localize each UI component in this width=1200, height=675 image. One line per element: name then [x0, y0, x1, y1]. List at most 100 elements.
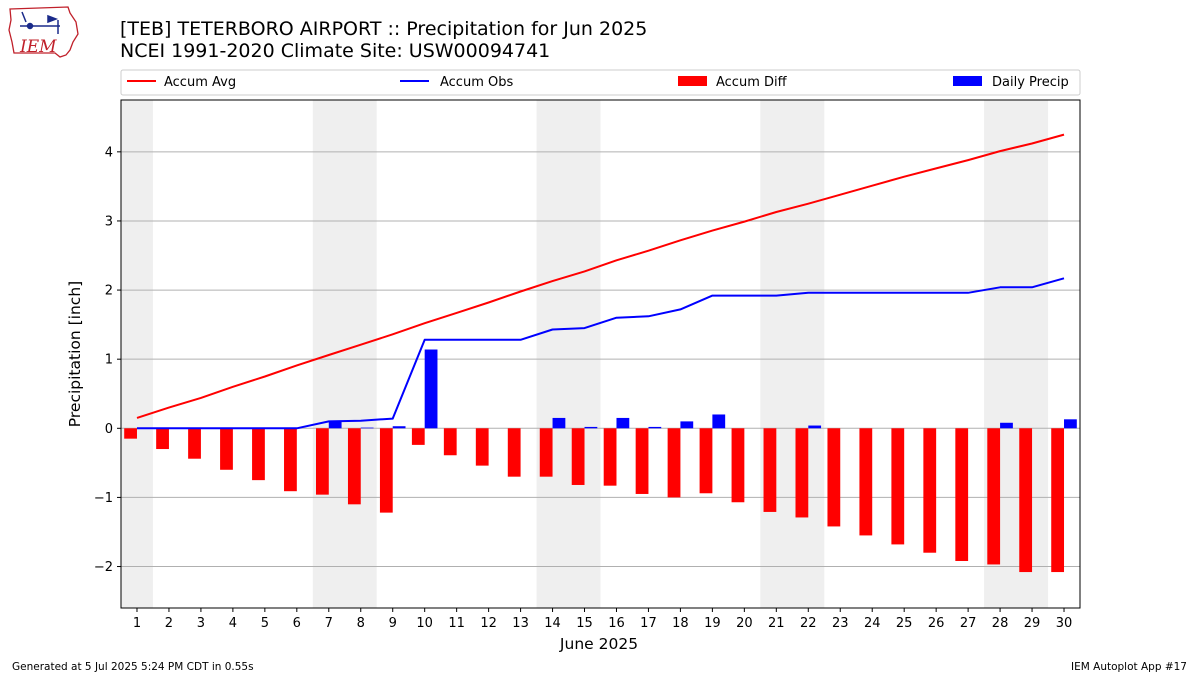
accum-diff-bar [347, 428, 361, 505]
daily-precip-bar [392, 426, 406, 429]
y-tick-label: −2 [94, 560, 113, 575]
daily-precip-bar [328, 421, 342, 429]
y-tick-label: 4 [105, 145, 113, 160]
legend-item-daily-precip: Daily Precip [953, 75, 1069, 90]
daily-precip-bar [1064, 419, 1077, 429]
x-tick-label: 29 [1024, 616, 1041, 631]
x-tick-label: 13 [512, 616, 529, 631]
y-tick-label: 3 [105, 214, 113, 229]
chart-title: [TEB] TETERBORO AIRPORT :: Precipitation… [120, 18, 647, 40]
weekend-band [312, 100, 377, 608]
accum-diff-bar [156, 428, 169, 450]
legend-item-accum-avg: Accum Avg [127, 75, 236, 90]
accum-diff-bar [411, 428, 425, 445]
x-tick-label: 21 [768, 616, 785, 631]
weather-instruments-icon [20, 11, 60, 34]
legend-item-accum-diff: Accum Diff [678, 75, 788, 90]
accum-diff-bar [987, 428, 1001, 565]
weekend-band [536, 100, 601, 608]
x-tick-label: 20 [736, 616, 753, 631]
x-axis-label: June 2025 [559, 635, 638, 653]
x-tick-label: 18 [672, 616, 689, 631]
accum-diff-bar [667, 428, 681, 498]
accum-diff-bar [955, 428, 969, 562]
y-axis-label: Precipitation [inch] [66, 281, 84, 427]
x-tick-label: 6 [293, 616, 301, 631]
x-tick-label: 2 [165, 616, 173, 631]
footer-app-text: IEM Autoplot App #17 [1071, 661, 1187, 673]
accum-diff-bar [1051, 428, 1065, 573]
x-tick-label: 5 [261, 616, 269, 631]
accum-diff-bar [1019, 428, 1033, 573]
x-tick-label: 12 [480, 616, 497, 631]
y-tick-label: 1 [105, 353, 113, 368]
x-tick-label: 22 [800, 616, 817, 631]
accum-diff-bar [795, 428, 809, 518]
x-tick-label: 14 [544, 616, 561, 631]
accum-diff-bar [763, 428, 777, 512]
daily-precip-bar [712, 414, 726, 429]
accum-diff-bar [539, 428, 553, 477]
daily-precip-bar [360, 427, 374, 429]
accum-diff-bar [124, 428, 137, 439]
legend: Accum Avg Accum Obs Accum Diff Daily Pre… [120, 69, 1081, 96]
logo-text: IEM [19, 37, 57, 57]
footer-generated-text: Generated at 5 Jul 2025 5:24 PM CDT in 0… [12, 661, 254, 673]
accum-diff-bar [443, 428, 457, 456]
weekend-band [760, 100, 825, 608]
x-tick-label: 15 [576, 616, 593, 631]
accum-diff-bars [124, 428, 1065, 573]
x-tick-label: 8 [357, 616, 365, 631]
accum-diff-bar [635, 428, 649, 494]
x-tick-label: 25 [896, 616, 913, 631]
accum-diff-bar [923, 428, 937, 553]
x-tick-label: 28 [992, 616, 1009, 631]
y-tick-label: −1 [94, 491, 113, 506]
daily-precip-bar [1000, 422, 1013, 429]
accum-diff-bar [731, 428, 745, 503]
daily-precip-bar [584, 426, 598, 429]
chart-subtitle: NCEI 1991-2020 Climate Site: USW00094741 [120, 40, 550, 62]
accum-diff-bar [859, 428, 873, 536]
x-tick-label: 11 [448, 616, 465, 631]
x-tick-label: 23 [832, 616, 849, 631]
legend-item-accum-obs: Accum Obs [400, 75, 513, 90]
accum-lines [136, 133, 1065, 430]
legend-label-accum-diff: Accum Diff [716, 75, 788, 90]
accum-diff-bar [475, 428, 489, 466]
accum-diff-bar [188, 428, 201, 459]
accum-diff-bar [379, 428, 393, 513]
accum-diff-bar [315, 428, 329, 495]
accum-diff-bar [284, 428, 297, 492]
x-tick-label: 1 [133, 616, 141, 631]
y-tick-label: 0 [105, 422, 113, 437]
x-tick-label: 26 [928, 616, 945, 631]
daily-precip-bar [552, 417, 566, 429]
x-tick-label: 19 [704, 616, 721, 631]
x-tick-label: 17 [640, 616, 657, 631]
weekend-shading [121, 100, 1049, 608]
y-axis: −2 −1 0 1 2 3 4 [94, 145, 121, 575]
iowa-state-outline-icon [8, 6, 79, 58]
accum-diff-bar [827, 428, 841, 527]
accum-diff-bar [220, 428, 233, 470]
weekend-band [121, 100, 153, 608]
daily-precip-bar [424, 349, 438, 429]
daily-precip-bars [328, 349, 1077, 429]
plot-frame [120, 99, 1081, 609]
x-tick-label: 27 [960, 616, 977, 631]
legend-label-accum-avg: Accum Avg [164, 75, 236, 90]
x-tick-label: 9 [389, 616, 397, 631]
x-tick-label: 7 [325, 616, 333, 631]
y-tick-label: 2 [105, 284, 113, 299]
accum-diff-bar [603, 428, 617, 486]
x-axis: 1 2 3 4 5 6 7 8 9 10 11 12 13 14 15 16 17 18 19 20 21 22 23 24 2… [133, 608, 1072, 631]
x-tick-label: 3 [197, 616, 205, 631]
accum-diff-bar [699, 428, 713, 494]
x-tick-label: 24 [864, 616, 881, 631]
accum-obs-line [137, 277, 1065, 430]
accum-diff-bar [571, 428, 585, 485]
accum-diff-bar [507, 428, 521, 477]
x-tick-label: 30 [1056, 616, 1073, 631]
